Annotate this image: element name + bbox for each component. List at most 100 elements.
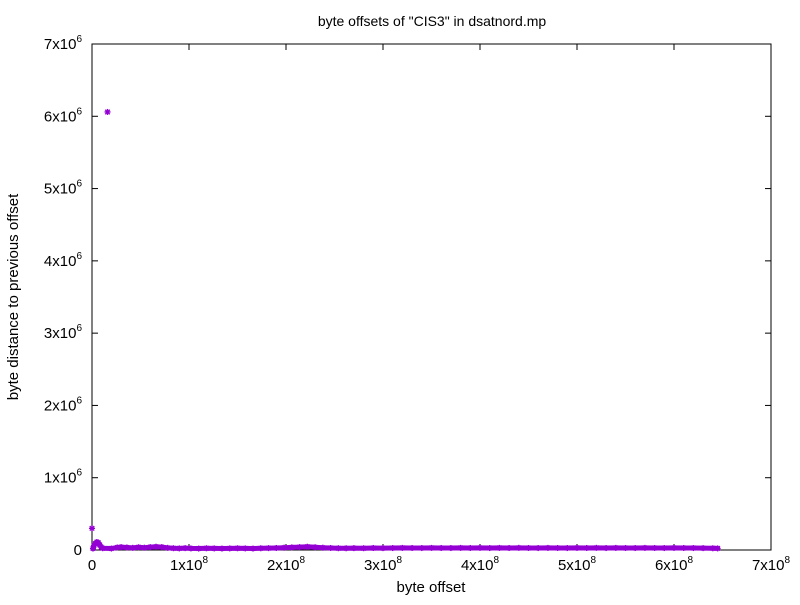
data-point (234, 545, 241, 552)
x-tick-label: 2x108 (267, 555, 306, 574)
x-tick-label-base: 7x10 (752, 557, 785, 574)
x-tick-label-exponent: 8 (396, 555, 402, 566)
data-point (603, 545, 610, 552)
y-tick-label: 4x106 (44, 251, 83, 270)
y-tick-label-base: 5x10 (44, 181, 77, 198)
data-point (622, 544, 629, 551)
y-tick-label-base: 4x10 (44, 253, 77, 270)
data-point (632, 545, 639, 552)
x-tick-label-exponent: 8 (299, 555, 305, 566)
data-point (182, 545, 189, 552)
y-tick-label: 1x106 (44, 468, 83, 487)
y-tick-label: 5x106 (44, 179, 83, 198)
data-point (296, 544, 303, 551)
data-point (554, 544, 561, 551)
data-point (544, 544, 551, 551)
y-tick-label: 6x106 (44, 106, 83, 125)
data-point (203, 545, 210, 552)
data-point (583, 544, 590, 551)
data-point (714, 545, 721, 552)
data-point (211, 545, 218, 552)
axis-ticks: 0 1x108 2x108 3x108 4x108 5x108 6x108 7x10801x1… (44, 34, 791, 574)
data-point (164, 544, 171, 551)
data-point (661, 545, 668, 552)
y-tick-label-base: 1x10 (44, 470, 77, 487)
x-tick-label: 3x108 (364, 555, 403, 574)
chart-title: byte offsets of "CIS3" in dsatnord.mp (318, 13, 547, 29)
x-tick-label-base: 2x10 (267, 557, 300, 574)
x-tick-label-exponent: 8 (202, 555, 208, 566)
data-point (525, 544, 532, 551)
data-point (104, 108, 111, 115)
data-point (496, 544, 503, 551)
x-tick-label-base: 1x10 (170, 557, 203, 574)
data-point (226, 545, 233, 552)
data-point (129, 544, 136, 551)
data-point (409, 544, 416, 551)
data-point (187, 545, 194, 552)
y-tick-label-exponent: 6 (76, 395, 82, 406)
data-point (380, 545, 386, 552)
x-tick-label: 4x108 (461, 555, 500, 574)
data-point (447, 545, 454, 552)
data-point (176, 545, 183, 552)
y-tick-label-exponent: 6 (76, 323, 82, 334)
data-point (89, 525, 95, 532)
x-tick-label: 5x108 (558, 555, 597, 574)
y-tick-label-exponent: 6 (76, 468, 82, 479)
data-point (389, 545, 396, 552)
data-point (288, 544, 295, 551)
data-point (399, 544, 406, 551)
data-point (273, 544, 280, 551)
x-tick-label-exponent: 8 (687, 555, 693, 566)
data-point (350, 545, 357, 552)
data-point (515, 544, 522, 551)
data-point (195, 545, 202, 552)
data-points (89, 108, 721, 552)
data-point (99, 545, 106, 552)
y-axis-label: byte distance to previous offset (5, 193, 22, 400)
x-tick-label-base: 6x10 (655, 557, 688, 574)
x-axis-label: byte offset (397, 579, 467, 596)
data-point (158, 544, 165, 551)
data-point (690, 545, 697, 552)
data-point (257, 545, 264, 552)
y-tick-label: 7x106 (44, 34, 83, 53)
data-point (108, 545, 115, 552)
data-point (671, 544, 677, 551)
data-point (153, 543, 160, 550)
data-point (612, 544, 619, 551)
y-tick-label-base: 0 (74, 542, 82, 559)
data-point (319, 544, 326, 551)
data-point (477, 544, 483, 551)
data-point (141, 544, 148, 551)
data-point (574, 544, 580, 551)
x-tick-label-base: 3x10 (364, 557, 397, 574)
x-tick-label: 0 (88, 557, 96, 574)
data-point (680, 544, 687, 551)
data-point (709, 545, 716, 552)
data-point (564, 545, 571, 552)
data-point (118, 544, 125, 551)
y-tick-label-exponent: 6 (76, 179, 82, 190)
data-point (428, 544, 435, 551)
y-tick-label-exponent: 6 (76, 251, 82, 262)
x-tick-label-base: 0 (88, 557, 96, 574)
x-tick-label-exponent: 8 (784, 555, 790, 566)
data-point (123, 544, 130, 551)
x-tick-label: 6x108 (655, 555, 694, 574)
data-point (457, 544, 464, 551)
y-tick-label-base: 3x10 (44, 325, 77, 342)
y-tick-label: 2x106 (44, 395, 83, 414)
data-point (335, 545, 342, 552)
x-tick-label: 1x108 (170, 555, 209, 574)
data-point (360, 545, 367, 552)
y-tick-label-base: 6x10 (44, 108, 77, 125)
data-point (135, 544, 142, 551)
y-tick-label: 3x106 (44, 323, 83, 342)
data-point (593, 544, 600, 551)
y-tick-label-base: 7x10 (44, 36, 77, 53)
x-tick-label-base: 5x10 (558, 557, 591, 574)
